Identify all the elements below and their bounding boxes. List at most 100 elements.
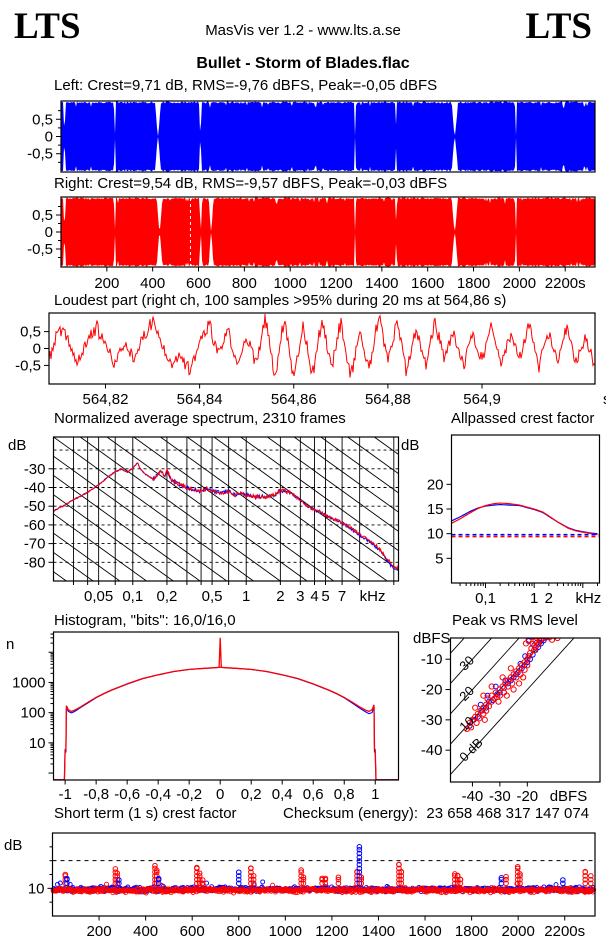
app-version-line: MasVis ver 1.2 - www.lts.a.se [205,22,401,39]
svg-text:-60: -60 [24,517,46,534]
svg-text:-10: -10 [421,651,443,668]
svg-text:-0,2: -0,2 [176,786,202,803]
svg-text:0,2: 0,2 [241,786,262,803]
svg-text:10: 10 [29,735,46,752]
svg-text:30: 30 [456,653,477,674]
svg-text:0,5: 0,5 [32,111,53,128]
svg-text:800: 800 [232,275,257,292]
svg-text:2000: 2000 [503,275,536,292]
svg-text:10: 10 [28,880,45,897]
svg-text:5: 5 [435,550,443,567]
right-channel-stats: Right: Crest=9,54 dB, RMS=-9,57 dBFS, Pe… [54,175,448,192]
svg-text:kHz: kHz [360,588,386,605]
svg-text:-0,8: -0,8 [83,786,109,803]
svg-text:1: 1 [371,786,379,803]
svg-text:20: 20 [456,683,477,704]
svg-text:1400: 1400 [365,275,398,292]
lts-logo-right: LTS [525,6,592,47]
svg-text:-0,5: -0,5 [27,241,53,258]
svg-text:kHz: kHz [575,590,601,607]
svg-text:-0,6: -0,6 [114,786,140,803]
svg-text:1600: 1600 [408,923,441,940]
svg-text:2: 2 [545,590,553,607]
svg-text:200: 200 [94,275,119,292]
svg-text:0,5: 0,5 [202,588,223,605]
lts-logo-left: LTS [14,6,81,47]
svg-text:1000: 1000 [273,275,306,292]
short-term-db-axis-label: dB [4,837,23,854]
svg-text:-40: -40 [421,742,443,759]
track-title: Bullet - Storm of Blades.flac [196,55,410,72]
svg-text:dBFS: dBFS [550,788,588,805]
svg-text:10: 10 [427,526,444,543]
svg-text:0,05: 0,05 [84,588,113,605]
svg-text:0,1: 0,1 [475,590,496,607]
svg-text:20: 20 [427,476,444,493]
svg-text:0: 0 [45,129,53,146]
svg-text:2000: 2000 [501,923,534,940]
svg-text:-20: -20 [421,682,443,699]
svg-text:1800: 1800 [457,275,490,292]
spectrum-db-axis-label: dB [8,437,27,454]
svg-text:-30: -30 [421,712,443,729]
svg-text:4: 4 [310,588,318,605]
svg-text:400: 400 [133,923,158,940]
svg-text:564,82: 564,82 [83,391,129,408]
svg-text:0: 0 [45,224,53,241]
allpassed-title: Allpassed crest factor [451,410,595,427]
allpassed-db-axis-label: dB [401,437,420,454]
svg-text:-0,4: -0,4 [145,786,171,803]
svg-text:1000: 1000 [12,674,45,691]
svg-text:600: 600 [186,275,211,292]
svg-text:-50: -50 [24,498,46,515]
svg-text:1: 1 [242,588,250,605]
svg-text:1: 1 [530,590,538,607]
checksum-value: Checksum (energy): 23 658 468 317 147 07… [283,805,590,822]
peak-rms-dbfs-axis-label: dBFS [413,630,451,647]
svg-text:10: 10 [456,713,477,734]
svg-text:0,4: 0,4 [272,786,293,803]
svg-text:200: 200 [87,923,112,940]
svg-text:-1: -1 [58,786,71,803]
svg-text:-70: -70 [24,536,46,553]
svg-text:564,88: 564,88 [365,391,411,408]
svg-text:-0,5: -0,5 [27,146,53,163]
svg-text:-30: -30 [489,788,511,805]
svg-text:564,86: 564,86 [271,391,317,408]
svg-text:600: 600 [180,923,205,940]
svg-text:-80: -80 [24,554,46,571]
svg-text:564,9: 564,9 [463,391,501,408]
svg-text:15: 15 [427,501,444,518]
svg-text:-40: -40 [24,479,46,496]
left-channel-stats: Left: Crest=9,71 dB, RMS=-9,76 dBFS, Pea… [54,77,438,94]
svg-text:1800: 1800 [455,923,488,940]
svg-text:2: 2 [276,588,284,605]
svg-text:1200: 1200 [319,275,352,292]
spectrum-title: Normalized average spectrum, 2310 frames [54,410,346,427]
short-term-title: Short term (1 s) crest factor [54,805,237,822]
svg-text:0,2: 0,2 [157,588,178,605]
svg-text:0,5: 0,5 [32,207,53,224]
svg-text:800: 800 [226,923,251,940]
histogram-n-axis-label: n [6,636,15,653]
svg-text:564,84: 564,84 [177,391,223,408]
svg-text:0,1: 0,1 [122,588,143,605]
svg-text:0: 0 [33,341,41,358]
svg-text:0,6: 0,6 [303,786,324,803]
svg-text:1400: 1400 [362,923,395,940]
svg-text:100: 100 [20,705,45,722]
svg-text:-40: -40 [462,788,484,805]
svg-text:2200s: 2200s [545,275,586,292]
svg-text:-20: -20 [516,788,538,805]
svg-text:2200s: 2200s [544,923,585,940]
svg-text:-0,5: -0,5 [15,357,41,374]
svg-text:400: 400 [140,275,165,292]
svg-text:0,8: 0,8 [334,786,355,803]
svg-text:7: 7 [338,588,346,605]
svg-text:0 dB: 0 dB [456,735,486,765]
svg-text:-30: -30 [24,461,46,478]
histogram-title: Histogram, "bits": 16,0/16,0 [54,612,236,629]
loudest-part-title: Loudest part (right ch, 100 samples >95%… [54,292,507,309]
